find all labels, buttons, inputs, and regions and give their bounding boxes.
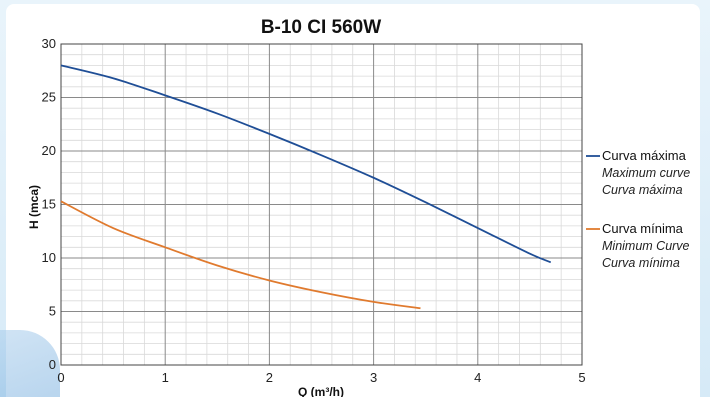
legend-label-en: Minimum Curve bbox=[602, 239, 690, 253]
x-tick-label: 0 bbox=[57, 370, 64, 385]
x-tick-label: 1 bbox=[162, 370, 169, 385]
y-axis-label: H (mca) bbox=[27, 185, 41, 229]
y-tick-label: 30 bbox=[42, 36, 56, 51]
legend-label-es: Curva máxima bbox=[602, 183, 683, 197]
major-grid bbox=[60, 43, 583, 366]
x-tick-label: 2 bbox=[266, 370, 273, 385]
x-tick-label: 3 bbox=[370, 370, 377, 385]
legend-label-en: Maximum curve bbox=[602, 166, 690, 180]
legend-label: Curva mínima bbox=[602, 221, 684, 236]
chart-title: B-10 CI 560W bbox=[261, 17, 381, 38]
series-line-maximum bbox=[60, 64, 552, 264]
y-tick-label: 5 bbox=[49, 304, 56, 319]
plot-border bbox=[60, 43, 583, 366]
y-tick-label: 0 bbox=[49, 357, 56, 372]
y-tick-label: 25 bbox=[42, 90, 56, 105]
series-layer bbox=[60, 64, 552, 310]
tick-labels: 0 1 2 3 4 5 0 5 10 15 20 25 30 bbox=[42, 36, 586, 385]
y-tick-label: 20 bbox=[42, 143, 56, 158]
series-line-minimum bbox=[60, 200, 421, 310]
y-tick-label: 15 bbox=[42, 197, 56, 212]
legend: Curva máxima Maximum curve Curva máxima Cur… bbox=[586, 148, 690, 270]
y-tick-label: 10 bbox=[42, 250, 56, 265]
x-tick-label: 5 bbox=[578, 370, 585, 385]
legend-label: Curva máxima bbox=[602, 148, 687, 163]
x-tick-label: 4 bbox=[474, 370, 481, 385]
legend-label-es: Curva mínima bbox=[602, 256, 680, 270]
x-axis-label: Q (m³/h) bbox=[298, 385, 344, 397]
